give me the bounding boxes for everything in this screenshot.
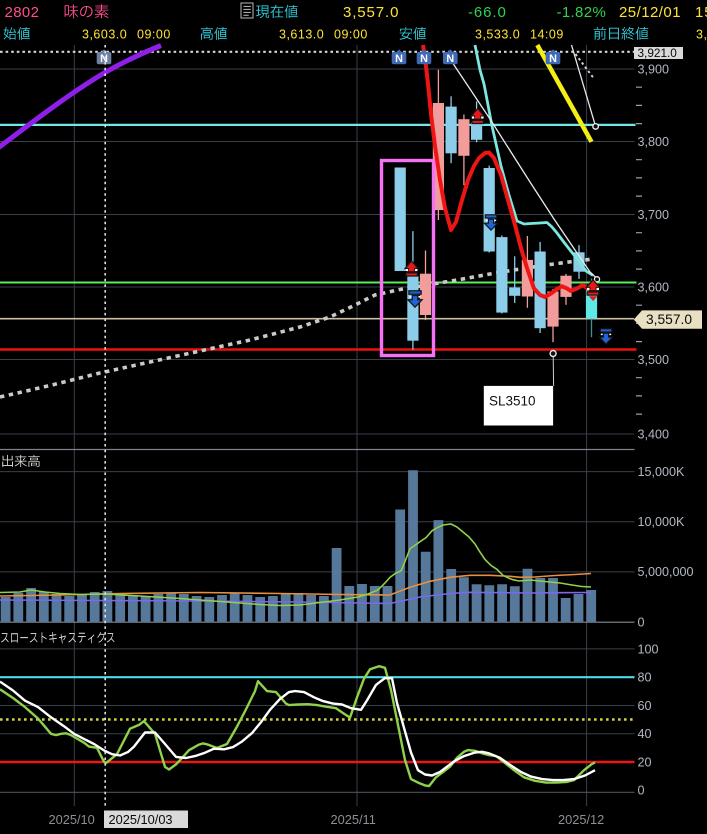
svg-text:3,921.0: 3,921.0 [696,28,707,42]
svg-text:40: 40 [638,727,652,741]
svg-text:25/12/01: 25/12/01 [619,4,681,21]
svg-text:0: 0 [638,784,645,798]
svg-text:N: N [420,53,428,65]
svg-text:20: 20 [638,755,652,769]
svg-text:15,000K: 15,000K [638,465,686,479]
svg-text:SL3510: SL3510 [489,394,536,409]
svg-text:09:00: 09:00 [137,28,171,42]
svg-text:2025/12: 2025/12 [558,812,604,827]
svg-text:3,603.0: 3,603.0 [82,28,127,42]
svg-text:3,533.0: 3,533.0 [475,28,520,42]
svg-text:2025/11: 2025/11 [331,812,376,827]
svg-text:10,000K: 10,000K [638,515,686,529]
svg-text:0: 0 [638,616,645,630]
svg-text:3,613.0: 3,613.0 [279,28,324,42]
svg-text:100: 100 [638,642,659,656]
svg-text:60: 60 [638,699,652,713]
svg-text:-1.82%: -1.82% [557,4,607,21]
svg-text:-66.0: -66.0 [468,4,507,21]
svg-text:N: N [549,53,557,65]
svg-text:3,557.0: 3,557.0 [343,4,399,21]
svg-text:3,800: 3,800 [638,135,670,149]
svg-text:15:00: 15:00 [695,4,707,21]
svg-text:3,600: 3,600 [638,281,670,295]
svg-text:14:09: 14:09 [530,28,564,42]
svg-text:3,500: 3,500 [638,353,670,367]
svg-text:3,400: 3,400 [638,428,670,442]
svg-text:2025/10/03: 2025/10/03 [109,812,173,827]
svg-text:3,700: 3,700 [638,208,670,222]
svg-text:3,557.0: 3,557.0 [646,312,692,327]
svg-text:N: N [100,53,108,65]
svg-text:3,900: 3,900 [638,63,670,77]
svg-text:3,921.0: 3,921.0 [638,46,678,60]
svg-text:5,000,000: 5,000,000 [638,565,694,579]
svg-text:N: N [395,53,403,65]
svg-text:2802: 2802 [5,4,40,21]
svg-text:N: N [446,53,454,65]
svg-text:09:00: 09:00 [334,28,368,42]
svg-text:2025/10: 2025/10 [49,812,95,827]
svg-text:80: 80 [638,671,652,685]
